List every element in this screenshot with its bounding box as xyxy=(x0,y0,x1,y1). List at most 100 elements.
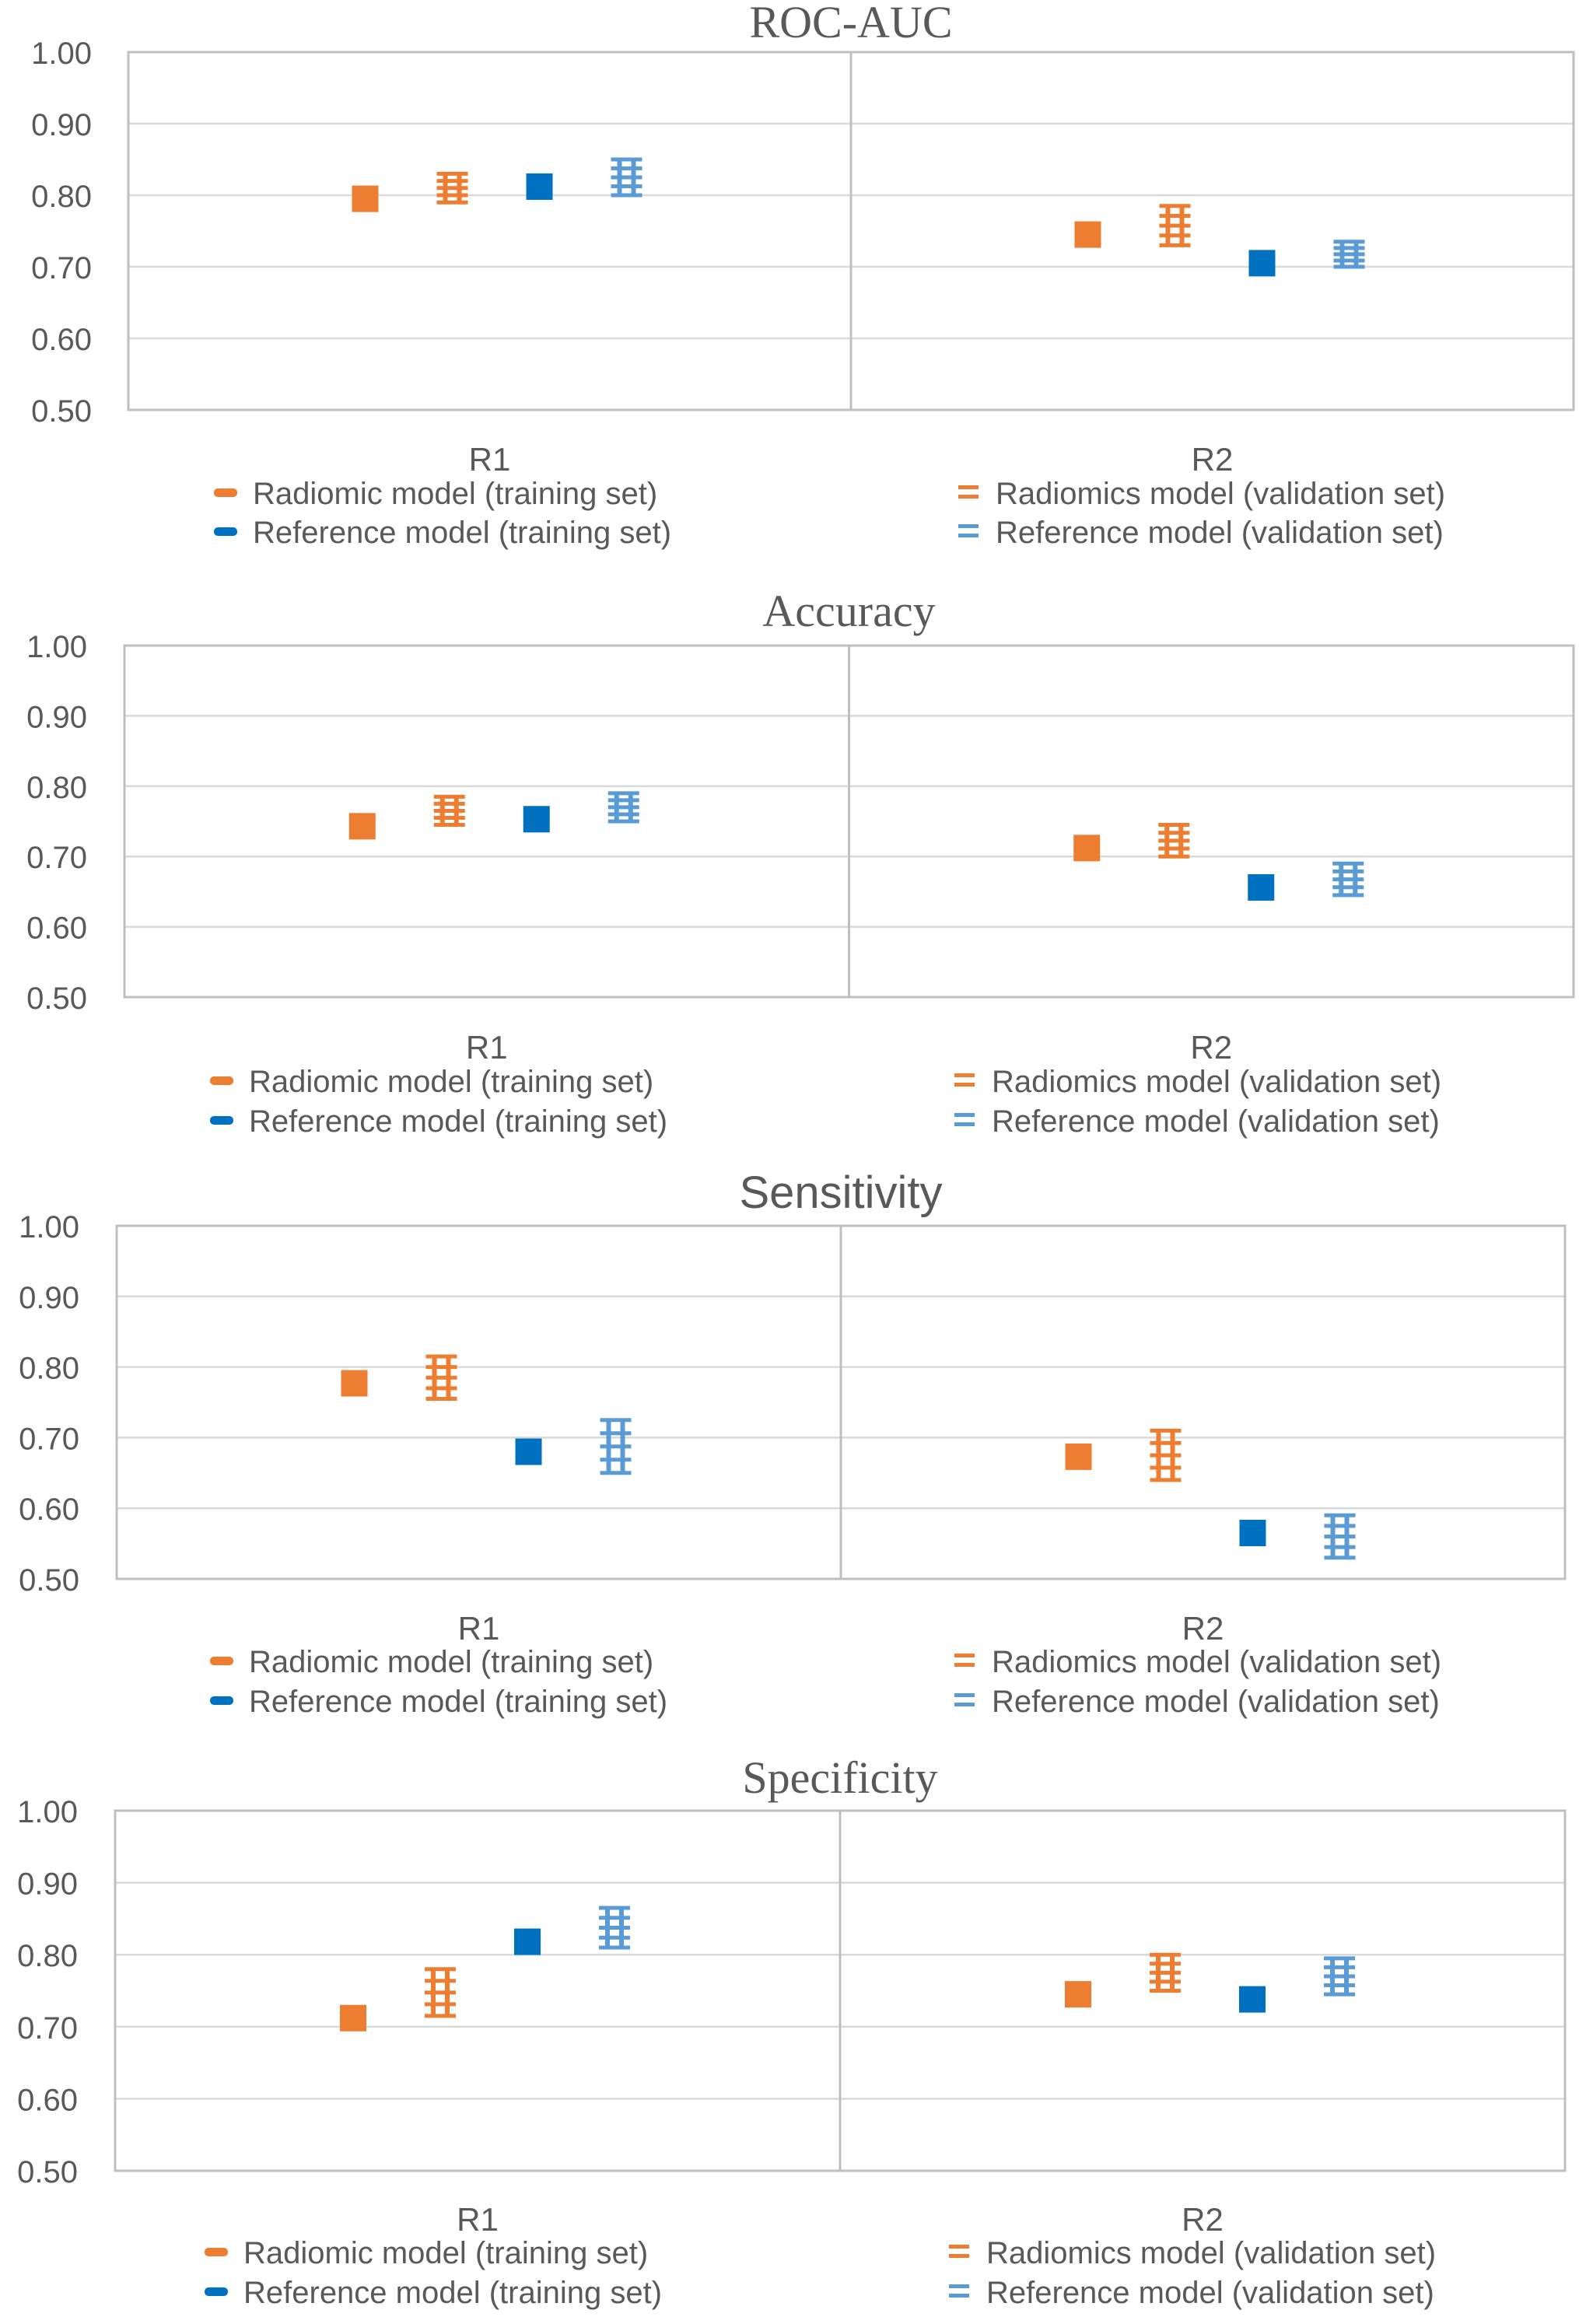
legend-label: Reference model (training set) xyxy=(243,2276,662,2310)
legend-swatch xyxy=(954,1122,975,1126)
y-tick-label: 0.50 xyxy=(17,2155,78,2189)
legend-reference-training: Reference model (training set) xyxy=(214,516,671,550)
y-tick-label: 0.60 xyxy=(26,912,87,946)
category-label: R2 xyxy=(1190,1029,1232,1066)
category-label: R1 xyxy=(458,1610,500,1647)
y-tick-label: 0.60 xyxy=(31,323,92,357)
legend-reference-validation: Reference model (validation set) xyxy=(949,2276,1434,2310)
legend-label: Reference model (validation set) xyxy=(996,516,1444,550)
legend-radiomic-training: Radiomic model (training set) xyxy=(205,2236,648,2270)
legend-swatch xyxy=(954,1703,975,1706)
interval-mark-reference-validation xyxy=(600,1418,632,1475)
interval-mark-radiomics-validation xyxy=(1150,1952,1181,1993)
data-point-reference-training xyxy=(515,1438,542,1465)
interval-mark-radiomics-validation xyxy=(1159,204,1191,247)
legend-label: Reference model (training set) xyxy=(249,1104,667,1139)
y-tick-label: 0.70 xyxy=(31,251,92,285)
legend-radiomic-training: Radiomic model (training set) xyxy=(214,477,657,511)
data-point-reference-training xyxy=(526,173,553,200)
legend-swatch xyxy=(958,524,979,528)
interval-mark-reference-validation xyxy=(607,791,639,824)
legend-swatch xyxy=(210,1696,233,1705)
legend-swatch xyxy=(214,527,237,536)
legend-swatch xyxy=(949,2294,969,2298)
data-point-reference-training xyxy=(523,806,550,833)
interval-mark-reference-validation xyxy=(1333,240,1365,269)
data-point-radiomic-training xyxy=(340,2004,366,2032)
legend-swatch xyxy=(958,485,979,489)
interval-mark-radiomics-validation xyxy=(433,794,465,828)
data-point-reference-training xyxy=(1248,250,1276,277)
legend-swatch xyxy=(949,2254,969,2258)
legend-swatch xyxy=(958,534,979,537)
legend-label: Reference model (validation set) xyxy=(992,1685,1440,1719)
legend-reference-validation: Reference model (validation set) xyxy=(954,1104,1440,1139)
chart-title: Specificity xyxy=(742,1752,937,1803)
data-point-radiomic-training xyxy=(1065,1981,1091,2008)
legend-swatch xyxy=(954,1654,975,1657)
interval-mark-reference-validation xyxy=(599,1906,630,1950)
legend-swatch xyxy=(214,488,237,497)
legend-label: Radiomic model (training set) xyxy=(253,477,657,511)
y-tick-label: 0.90 xyxy=(26,700,87,734)
y-tick-label: 0.90 xyxy=(19,1281,79,1315)
legend-swatch xyxy=(954,1113,975,1117)
legend-label: Radiomic model (training set) xyxy=(249,1645,653,1679)
category-label: R2 xyxy=(1182,2201,1224,2238)
legend-label: Radiomics model (validation set) xyxy=(992,1645,1441,1679)
category-label: R1 xyxy=(466,1029,508,1066)
legend-label: Radiomics model (validation set) xyxy=(992,1065,1441,1099)
data-point-radiomic-training xyxy=(1073,835,1101,862)
y-tick-label: 0.60 xyxy=(17,2083,78,2117)
data-point-radiomic-training xyxy=(1074,221,1101,248)
interval-mark-radiomics-validation xyxy=(1150,1428,1182,1482)
legend-swatch xyxy=(954,1073,975,1077)
y-tick-label: 1.00 xyxy=(31,37,92,71)
data-point-radiomic-training xyxy=(341,1370,368,1397)
interval-mark-reference-validation xyxy=(1324,1956,1355,1997)
legend-swatch xyxy=(954,1693,975,1697)
legend-swatch xyxy=(205,2248,228,2256)
legend-radiomic-training: Radiomic model (training set) xyxy=(210,1065,653,1099)
legend-swatch xyxy=(210,1657,233,1665)
data-point-reference-training xyxy=(514,1928,541,1955)
chart-title: Accuracy xyxy=(762,586,935,636)
interval-mark-reference-validation xyxy=(611,157,642,198)
legend-radiomics-validation: Radiomics model (validation set) xyxy=(949,2236,1436,2270)
data-point-radiomic-training xyxy=(348,813,376,840)
legend-label: Reference model (validation set) xyxy=(986,2276,1434,2310)
data-point-reference-training xyxy=(1239,1519,1266,1546)
legend-label: Radiomic model (training set) xyxy=(249,1065,653,1099)
legend-swatch xyxy=(210,1076,233,1085)
category-label: R1 xyxy=(457,2201,499,2238)
y-tick-label: 0.50 xyxy=(19,1563,79,1598)
legend-label: Radiomics model (validation set) xyxy=(996,477,1445,511)
y-tick-label: 0.50 xyxy=(31,394,92,429)
legend-swatch xyxy=(210,1116,233,1125)
legend-swatch xyxy=(954,1083,975,1087)
data-point-radiomic-training xyxy=(1065,1443,1092,1470)
legend-reference-validation: Reference model (validation set) xyxy=(958,516,1444,550)
data-point-reference-training xyxy=(1239,1986,1266,2013)
legend-label: Reference model (training set) xyxy=(253,516,671,550)
legend-label: Reference model (training set) xyxy=(249,1685,667,1719)
y-tick-label: 0.90 xyxy=(17,1867,78,1902)
y-tick-label: 0.90 xyxy=(31,108,92,142)
legend-label: Reference model (validation set) xyxy=(992,1104,1440,1139)
interval-mark-radiomics-validation xyxy=(1158,823,1190,859)
interval-mark-radiomics-validation xyxy=(436,171,468,205)
y-tick-label: 0.70 xyxy=(26,841,87,875)
y-tick-label: 1.00 xyxy=(17,1795,78,1829)
legend-swatch xyxy=(949,2284,969,2288)
legend-label: Radiomic model (training set) xyxy=(243,2236,648,2270)
y-tick-label: 1.00 xyxy=(19,1210,79,1244)
legend-reference-training: Reference model (training set) xyxy=(205,2276,662,2310)
data-point-reference-training xyxy=(1248,873,1275,901)
y-tick-label: 1.00 xyxy=(26,630,87,664)
legend-swatch xyxy=(954,1663,975,1667)
